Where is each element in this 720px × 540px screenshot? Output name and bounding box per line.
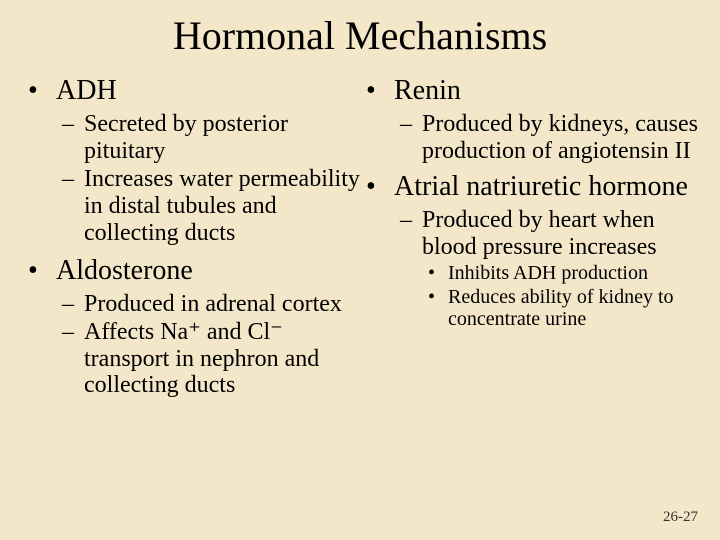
bullet-aldosterone: • Aldosterone xyxy=(28,255,360,287)
bullet-text: Increases water permeability in distal t… xyxy=(84,166,360,247)
dash-icon: – xyxy=(62,291,84,318)
bullet-renin: • Renin xyxy=(366,75,698,107)
bullet-text: Produced in adrenal cortex xyxy=(84,291,360,318)
sub-bullet: – Increases water permeability in distal… xyxy=(62,166,360,247)
right-column: • Renin – Produced by kidneys, causes pr… xyxy=(360,71,698,400)
dash-icon: – xyxy=(62,166,84,247)
bullet-text: Inhibits ADH production xyxy=(448,262,698,285)
sub-bullet: – Produced by heart when blood pressure … xyxy=(400,207,698,261)
bullet-text: Produced by kidneys, causes production o… xyxy=(422,111,698,165)
bullet-text: Produced by heart when blood pressure in… xyxy=(422,207,698,261)
bullet-icon: • xyxy=(366,75,394,107)
bullet-icon: • xyxy=(428,286,448,332)
bullet-icon: • xyxy=(28,75,56,107)
bullet-text: Renin xyxy=(394,75,698,107)
sub-bullet: – Produced in adrenal cortex xyxy=(62,291,360,318)
slide-number: 26-27 xyxy=(663,509,698,526)
bullet-text: Atrial natriuretic hormone xyxy=(394,171,698,203)
bullet-text: Aldosterone xyxy=(56,255,360,287)
bullet-icon: • xyxy=(28,255,56,287)
dash-icon: – xyxy=(400,207,422,261)
dash-icon: – xyxy=(400,111,422,165)
sub-bullet: – Produced by kidneys, causes production… xyxy=(400,111,698,165)
sub-sub-bullet: • Reduces ability of kidney to concentra… xyxy=(428,286,698,332)
bullet-icon: • xyxy=(428,262,448,285)
bullet-icon: • xyxy=(366,171,394,203)
sub-bullet: – Secreted by posterior pituitary xyxy=(62,111,360,165)
sub-bullet: – Affects Na⁺ and Cl⁻ transport in nephr… xyxy=(62,319,360,400)
bullet-anh: • Atrial natriuretic hormone xyxy=(366,171,698,203)
bullet-text: ADH xyxy=(56,75,360,107)
dash-icon: – xyxy=(62,111,84,165)
slide: Hormonal Mechanisms • ADH – Secreted by … xyxy=(0,0,720,540)
bullet-text: Affects Na⁺ and Cl⁻ transport in nephron… xyxy=(84,319,360,400)
dash-icon: – xyxy=(62,319,84,400)
left-column: • ADH – Secreted by posterior pituitary … xyxy=(22,71,360,400)
bullet-text: Reduces ability of kidney to concentrate… xyxy=(448,286,698,332)
sub-sub-bullet: • Inhibits ADH production xyxy=(428,262,698,285)
slide-title: Hormonal Mechanisms xyxy=(22,12,698,59)
bullet-text: Secreted by posterior pituitary xyxy=(84,111,360,165)
bullet-adh: • ADH xyxy=(28,75,360,107)
content-columns: • ADH – Secreted by posterior pituitary … xyxy=(22,71,698,400)
